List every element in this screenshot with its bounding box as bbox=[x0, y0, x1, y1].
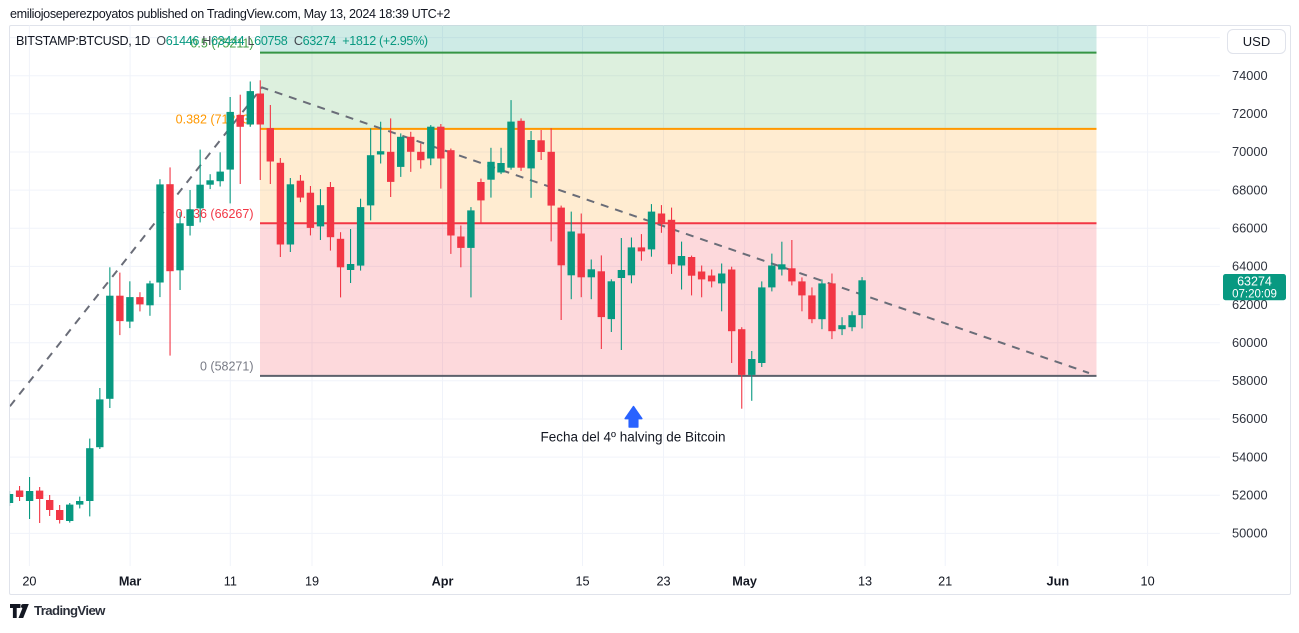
svg-text:23: 23 bbox=[656, 575, 670, 589]
svg-text:20: 20 bbox=[22, 575, 36, 589]
svg-text:72000: 72000 bbox=[1232, 106, 1268, 121]
svg-text:52000: 52000 bbox=[1232, 488, 1268, 503]
svg-text:62000: 62000 bbox=[1232, 297, 1268, 312]
svg-text:May: May bbox=[732, 575, 757, 589]
svg-text:0 (58271): 0 (58271) bbox=[200, 360, 254, 374]
svg-text:10: 10 bbox=[1141, 575, 1155, 589]
svg-text:0.5 (75211): 0.5 (75211) bbox=[190, 37, 253, 51]
svg-text:60000: 60000 bbox=[1232, 335, 1268, 350]
svg-text:63274: 63274 bbox=[1237, 275, 1272, 289]
svg-text:21: 21 bbox=[938, 575, 952, 589]
svg-text:Mar: Mar bbox=[119, 575, 142, 589]
svg-text:19: 19 bbox=[305, 575, 319, 589]
svg-text:70000: 70000 bbox=[1232, 144, 1268, 159]
svg-text:Jun: Jun bbox=[1047, 575, 1070, 589]
svg-text:56000: 56000 bbox=[1232, 411, 1268, 426]
svg-text:68000: 68000 bbox=[1232, 182, 1268, 197]
svg-text:66000: 66000 bbox=[1232, 221, 1268, 236]
svg-text:50000: 50000 bbox=[1232, 526, 1268, 541]
svg-text:13: 13 bbox=[858, 575, 872, 589]
svg-text:64000: 64000 bbox=[1232, 259, 1268, 274]
svg-text:74000: 74000 bbox=[1232, 68, 1268, 83]
svg-text:11: 11 bbox=[224, 575, 237, 589]
svg-text:15: 15 bbox=[575, 575, 589, 589]
svg-text:Apr: Apr bbox=[432, 575, 454, 589]
svg-text:58000: 58000 bbox=[1232, 373, 1268, 388]
svg-text:Fecha del 4º halving de Bitcoi: Fecha del 4º halving de Bitcoin bbox=[540, 430, 725, 445]
svg-text:0.236 (66267): 0.236 (66267) bbox=[176, 207, 254, 221]
svg-text:07:20:09: 07:20:09 bbox=[1232, 289, 1277, 301]
svg-text:54000: 54000 bbox=[1232, 449, 1268, 464]
